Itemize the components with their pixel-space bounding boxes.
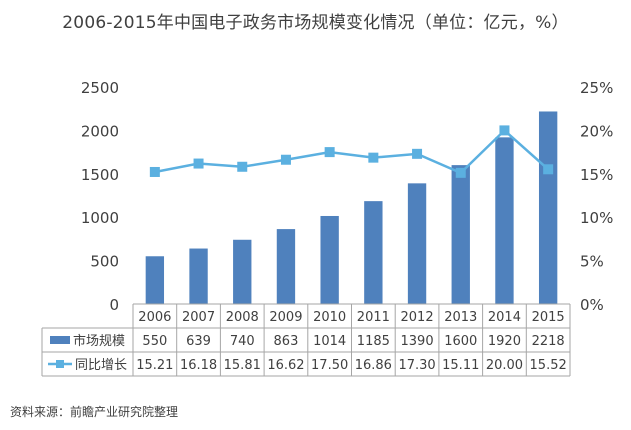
growth-point [368, 152, 379, 163]
left-axis-tick-label: 1000 [81, 209, 119, 227]
bar [320, 215, 339, 304]
left-axis-tick-label: 2500 [81, 79, 119, 97]
bar-value-label: 639 [186, 334, 211, 349]
bar [276, 229, 296, 304]
bar [407, 183, 427, 304]
right-axis-tick-label: 25% [580, 79, 613, 97]
bar-value-label: 1390 [401, 334, 434, 349]
bar [451, 165, 470, 304]
growth-value-label: 15.81 [224, 358, 261, 373]
bar-value-label: 1185 [357, 334, 390, 349]
growth-value-label: 17.30 [398, 358, 435, 373]
growth-value-label: 17.50 [311, 358, 348, 373]
bar-value-label: 1920 [488, 334, 521, 349]
category-label: 2015 [532, 310, 565, 325]
growth-point [455, 167, 466, 178]
growth-point [193, 158, 204, 169]
bar-value-label: 1600 [444, 334, 477, 349]
growth-point [324, 147, 335, 158]
category-label: 2008 [226, 310, 259, 325]
growth-point [237, 161, 248, 172]
left-axis-tick-label: 2000 [81, 122, 119, 140]
bar-value-label: 1014 [313, 334, 346, 349]
bar [364, 201, 383, 304]
left-axis-tick-label: 0 [109, 296, 119, 314]
growth-point [543, 164, 554, 175]
right-axis-tick-label: 5% [580, 253, 604, 271]
bar-value-label: 863 [274, 334, 299, 349]
left-axis-tick-label: 1500 [81, 166, 119, 184]
category-label: 2009 [269, 310, 302, 325]
category-label: 2012 [401, 310, 434, 325]
left-axis-tick-label: 500 [90, 253, 119, 271]
right-axis-tick-label: 20% [580, 122, 613, 140]
growth-point [280, 154, 291, 165]
category-label: 2007 [182, 310, 215, 325]
bar [495, 137, 514, 304]
chart-title: 2006-2015年中国电子政务市场规模变化情况（单位：亿元，%） [62, 13, 569, 33]
bar-value-label: 2218 [532, 334, 565, 349]
legend-bar-swatch [50, 336, 70, 344]
legend-bar-label: 市场规模 [73, 333, 125, 349]
bar-value-label: 550 [142, 334, 167, 349]
legend-line-marker [56, 360, 64, 368]
growth-point [149, 166, 160, 177]
bar [233, 239, 252, 304]
bar [538, 111, 558, 304]
bar [145, 256, 165, 304]
category-label: 2010 [313, 310, 346, 325]
growth-value-label: 15.52 [530, 358, 567, 373]
category-label: 2014 [488, 310, 521, 325]
growth-value-label: 16.86 [355, 358, 392, 373]
category-label: 2006 [138, 310, 171, 325]
growth-point [412, 148, 423, 159]
growth-value-label: 16.18 [180, 358, 217, 373]
bar [189, 248, 208, 304]
bar-value-label: 740 [230, 334, 255, 349]
right-axis-tick-label: 0% [580, 296, 604, 314]
right-axis-tick-label: 10% [580, 209, 613, 227]
category-label: 2011 [357, 310, 390, 325]
category-label: 2013 [444, 310, 477, 325]
right-axis-tick-label: 15% [580, 166, 613, 184]
source-note: 资料来源：前瞻产业研究院整理 [10, 405, 179, 419]
growth-line [154, 128, 549, 175]
growth-point [499, 125, 510, 136]
growth-value-label: 20.00 [486, 358, 523, 373]
legend-line-label: 同比增长 [75, 358, 127, 373]
growth-value-label: 15.11 [442, 358, 479, 373]
growth-value-label: 16.62 [267, 358, 304, 373]
growth-value-label: 15.21 [136, 358, 173, 373]
